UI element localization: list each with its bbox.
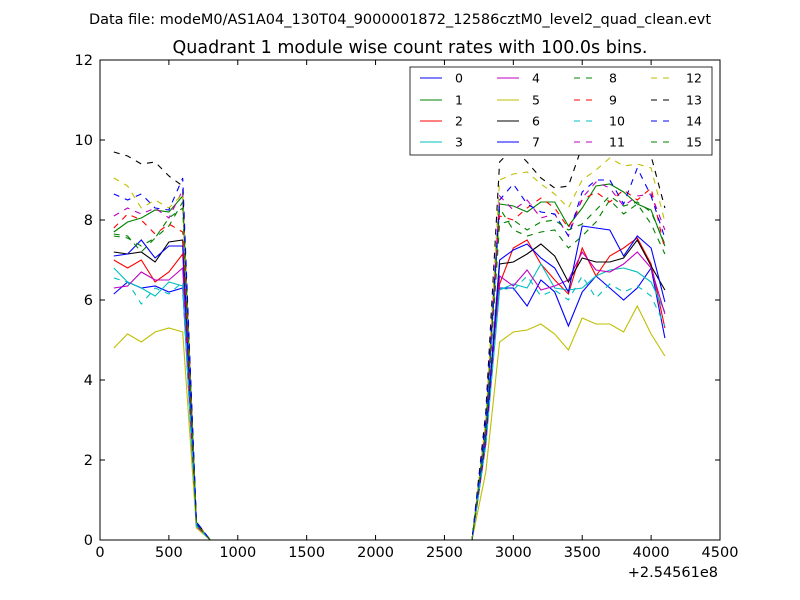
legend-label-13: 13 <box>686 93 702 108</box>
x-offset-label: +2.54561e8 <box>628 565 718 581</box>
y-tick-label: 6 <box>84 293 93 309</box>
x-tick-label: 3500 <box>564 545 601 561</box>
series-line-10 <box>113 274 666 541</box>
legend-label-12: 12 <box>686 71 702 86</box>
legend-label-5: 5 <box>532 93 540 108</box>
legend-label-11: 11 <box>609 135 625 150</box>
legend-box <box>409 66 713 156</box>
x-tick-label: 1500 <box>288 545 325 561</box>
legend-label-0: 0 <box>455 71 463 86</box>
x-tick-label: 4500 <box>702 545 739 561</box>
y-tick-label: 12 <box>75 53 93 69</box>
y-tick-label: 0 <box>84 533 93 549</box>
legend-label-14: 14 <box>686 114 702 129</box>
series-line-14 <box>113 166 666 541</box>
x-tick-label: 4000 <box>633 545 670 561</box>
figure-suptitle: Data file: modeM0/AS1A04_130T04_90000018… <box>89 12 711 28</box>
y-tick-label: 4 <box>84 373 93 389</box>
legend-label-2: 2 <box>455 114 463 129</box>
legend-label-4: 4 <box>532 71 540 86</box>
y-tick-label: 2 <box>84 453 93 469</box>
x-tick-label: 2000 <box>357 545 394 561</box>
legend-label-15: 15 <box>686 135 702 150</box>
legend-label-6: 6 <box>532 114 540 129</box>
legend-label-1: 1 <box>455 93 463 108</box>
legend-label-8: 8 <box>609 71 617 86</box>
x-tick-label: 1000 <box>219 545 256 561</box>
legend-label-9: 9 <box>609 93 617 108</box>
legend-label-7: 7 <box>532 135 540 150</box>
legend-label-10: 10 <box>609 114 625 129</box>
x-tick-label: 2500 <box>426 545 463 561</box>
y-tick-label: 10 <box>75 133 93 149</box>
axes-ticks: 0 500 1000 1500 2000 2500 3000 3500 4000 4500 0 2 4 6… <box>75 53 739 561</box>
x-tick-label: 3000 <box>495 545 532 561</box>
legend-label-3: 3 <box>455 135 463 150</box>
chart-title: Quadrant 1 module wise count rates with … <box>173 38 648 58</box>
x-tick-label: 0 <box>95 545 104 561</box>
x-tick-label: 500 <box>155 545 183 561</box>
y-tick-label: 8 <box>84 213 93 229</box>
